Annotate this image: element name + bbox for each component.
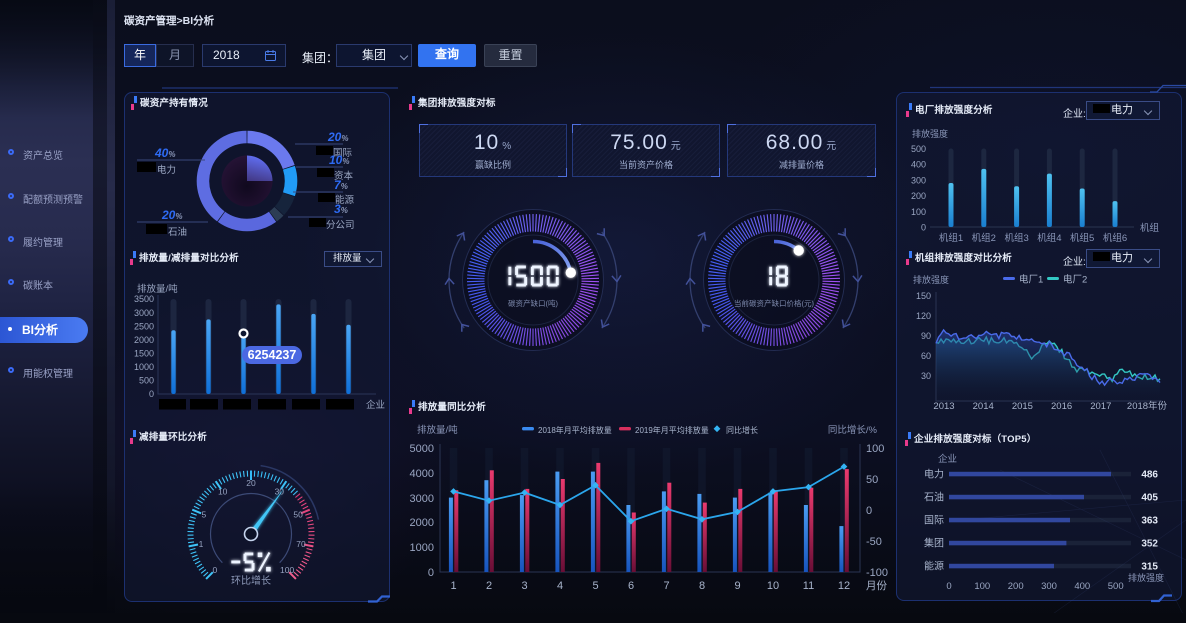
svg-text:企业: 企业 xyxy=(938,453,957,465)
svg-text:2017: 2017 xyxy=(1090,401,1111,412)
svg-text:2016: 2016 xyxy=(1051,401,1072,412)
svg-text:排放量/吨: 排放量/吨 xyxy=(417,424,458,436)
svg-text:486: 486 xyxy=(1141,470,1158,481)
svg-text:400: 400 xyxy=(1074,581,1090,592)
svg-text:300: 300 xyxy=(911,175,926,185)
svg-text:-100: -100 xyxy=(866,567,888,579)
svg-text:-50: -50 xyxy=(866,536,882,548)
svg-text:机组2: 机组2 xyxy=(972,232,996,244)
svg-text:0: 0 xyxy=(946,581,951,592)
svg-text:机组3: 机组3 xyxy=(1004,232,1028,244)
svg-text:3000: 3000 xyxy=(410,493,434,505)
svg-text:石油: 石油 xyxy=(924,491,944,504)
svg-text:0: 0 xyxy=(149,389,154,399)
svg-text:企业: 企业 xyxy=(366,399,385,411)
svg-text:20: 20 xyxy=(246,478,256,488)
svg-text:2018年月平均排放量: 2018年月平均排放量 xyxy=(538,425,612,435)
svg-text:60: 60 xyxy=(921,351,931,361)
svg-text:0: 0 xyxy=(428,567,434,579)
svg-text:500: 500 xyxy=(911,144,926,154)
svg-text:11: 11 xyxy=(803,580,814,592)
svg-text:机组6: 机组6 xyxy=(1103,232,1127,244)
svg-text:363: 363 xyxy=(1141,516,1158,527)
svg-text:50: 50 xyxy=(293,510,303,520)
svg-text:2019年月平均排放量: 2019年月平均排放量 xyxy=(635,425,709,435)
svg-text:2015: 2015 xyxy=(1012,401,1033,412)
svg-text:能源: 能源 xyxy=(924,560,944,573)
svg-text:10: 10 xyxy=(767,580,779,592)
svg-text:200: 200 xyxy=(1008,581,1024,592)
svg-text:3000: 3000 xyxy=(134,308,154,318)
svg-text:8: 8 xyxy=(699,580,705,592)
svg-text:300: 300 xyxy=(1041,581,1057,592)
svg-text:4: 4 xyxy=(557,580,563,592)
svg-text:100: 100 xyxy=(911,207,926,217)
svg-text:150: 150 xyxy=(916,291,931,301)
svg-text:0: 0 xyxy=(866,505,872,517)
svg-text:315: 315 xyxy=(1141,562,1158,573)
svg-text:电厂2: 电厂2 xyxy=(1063,274,1087,286)
svg-text:10: 10 xyxy=(218,487,228,497)
svg-text:机组1: 机组1 xyxy=(939,232,963,244)
svg-text:400: 400 xyxy=(911,160,926,170)
svg-text:100: 100 xyxy=(280,565,294,575)
svg-text:352: 352 xyxy=(1141,539,1158,550)
svg-text:3500: 3500 xyxy=(134,294,154,304)
svg-text:200: 200 xyxy=(911,191,926,201)
svg-text:环比增长: 环比增长 xyxy=(231,574,271,587)
svg-text:6: 6 xyxy=(628,580,634,592)
svg-text:30: 30 xyxy=(921,371,931,381)
svg-text:4000: 4000 xyxy=(410,468,434,480)
svg-text:2014: 2014 xyxy=(973,401,994,412)
svg-text:同比增长/%: 同比增长/% xyxy=(828,424,878,436)
svg-text:机组4: 机组4 xyxy=(1037,232,1061,244)
svg-text:1000: 1000 xyxy=(134,362,154,372)
svg-text:3: 3 xyxy=(521,580,527,592)
svg-text:1: 1 xyxy=(450,580,456,592)
svg-text:2018年份: 2018年份 xyxy=(1127,400,1168,412)
svg-text:5: 5 xyxy=(592,580,598,592)
svg-text:0: 0 xyxy=(213,565,218,575)
svg-text:当前碳资产缺口价格(元): 当前碳资产缺口价格(元) xyxy=(734,298,814,308)
svg-text:500: 500 xyxy=(1108,581,1124,592)
svg-text:500: 500 xyxy=(139,376,154,386)
svg-text:国际: 国际 xyxy=(924,515,944,527)
svg-text:120: 120 xyxy=(916,311,931,321)
svg-text:电厂1: 电厂1 xyxy=(1019,274,1043,286)
svg-text:2: 2 xyxy=(486,580,492,592)
svg-text:70: 70 xyxy=(296,539,306,549)
svg-text:100: 100 xyxy=(974,581,990,592)
svg-text:12: 12 xyxy=(838,580,850,592)
svg-text:2013: 2013 xyxy=(933,401,954,412)
svg-text:机组: 机组 xyxy=(1140,222,1160,234)
svg-text:1000: 1000 xyxy=(410,542,434,554)
svg-text:2500: 2500 xyxy=(134,321,154,331)
svg-text:30: 30 xyxy=(275,487,285,497)
svg-text:电力: 电力 xyxy=(924,468,944,481)
svg-text:月份: 月份 xyxy=(866,580,887,592)
svg-text:2000: 2000 xyxy=(134,335,154,345)
svg-text:7: 7 xyxy=(663,580,669,592)
svg-text:1500: 1500 xyxy=(134,349,154,359)
svg-text:405: 405 xyxy=(1141,493,1158,504)
svg-text:排放强度: 排放强度 xyxy=(1128,572,1164,583)
svg-text:集团: 集团 xyxy=(924,537,944,550)
svg-text:9: 9 xyxy=(734,580,740,592)
svg-text:排放强度: 排放强度 xyxy=(913,274,949,285)
svg-text:50: 50 xyxy=(866,474,878,486)
svg-text:5: 5 xyxy=(202,510,207,520)
svg-text:100: 100 xyxy=(866,443,884,455)
svg-text:1: 1 xyxy=(199,539,204,549)
svg-text:5000: 5000 xyxy=(410,443,434,455)
svg-text:机组5: 机组5 xyxy=(1070,232,1094,244)
svg-text:2000: 2000 xyxy=(410,517,434,529)
svg-text:同比增长: 同比增长 xyxy=(726,425,758,435)
svg-text:碳资产缺口(吨): 碳资产缺口(吨) xyxy=(508,298,558,308)
svg-text:排放强度: 排放强度 xyxy=(912,128,948,139)
svg-text:0: 0 xyxy=(921,223,926,233)
svg-text:90: 90 xyxy=(921,331,931,341)
